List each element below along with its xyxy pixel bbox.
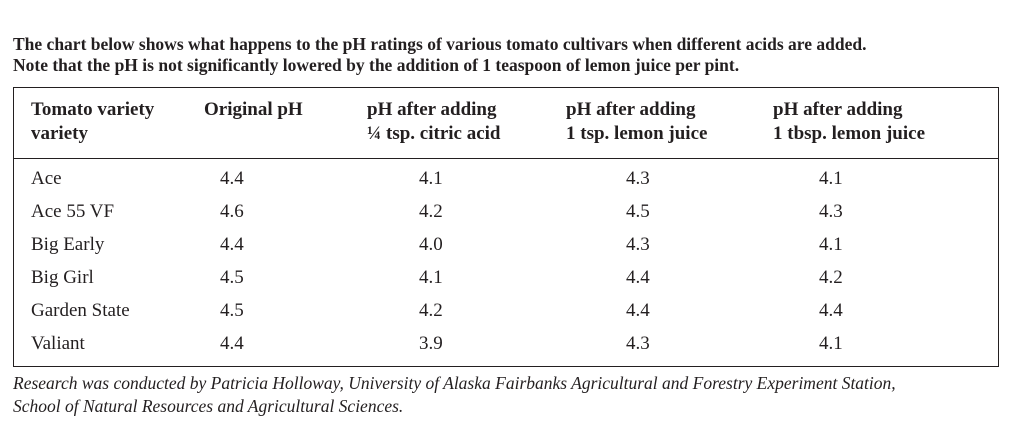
- cell-lemon-tsp: 4.4: [626, 300, 650, 321]
- header-line: pH after adding: [566, 99, 696, 120]
- cell-lemon-tsp: 4.3: [626, 333, 650, 354]
- cell-citric-acid: 4.1: [419, 267, 443, 288]
- cell-variety: Ace 55 VF: [31, 201, 115, 222]
- footnote: Research was conducted by Patricia Hollo…: [13, 372, 1013, 418]
- cell-lemon-tbsp: 4.1: [819, 333, 843, 354]
- footnote-line-1: Research was conducted by Patricia Hollo…: [13, 373, 896, 393]
- cell-lemon-tbsp: 4.1: [819, 168, 843, 189]
- ph-table: Tomato variety variety Original pH pH af…: [13, 87, 999, 367]
- cell-lemon-tbsp: 4.1: [819, 234, 843, 255]
- cell-original-ph: 4.4: [220, 234, 244, 255]
- cell-citric-acid: 4.0: [419, 234, 443, 255]
- footnote-line-2: School of Natural Resources and Agricult…: [13, 396, 404, 416]
- cell-original-ph: 4.4: [220, 333, 244, 354]
- table-row: Big Girl 4.5 4.1 4.4 4.2: [14, 261, 998, 294]
- cell-original-ph: 4.5: [220, 300, 244, 321]
- header-line: 1 tsp. lemon juice: [566, 123, 708, 144]
- cell-original-ph: 4.4: [220, 168, 244, 189]
- cell-citric-acid: 4.2: [419, 300, 443, 321]
- header-original-ph: Original pH: [204, 98, 303, 122]
- cell-citric-acid: 3.9: [419, 333, 443, 354]
- cell-lemon-tsp: 4.3: [626, 168, 650, 189]
- table-row: Ace 4.4 4.1 4.3 4.1: [14, 162, 998, 195]
- cell-lemon-tsp: 4.3: [626, 234, 650, 255]
- header-line: pH after adding: [773, 99, 903, 120]
- header-line: Tomato variety: [31, 99, 155, 120]
- intro-line-2: Note that the pH is not significantly lo…: [13, 55, 740, 75]
- header-line: variety: [31, 123, 88, 144]
- cell-lemon-tbsp: 4.3: [819, 201, 843, 222]
- cell-original-ph: 4.6: [220, 201, 244, 222]
- cell-variety: Ace: [31, 168, 62, 189]
- header-line: Original pH: [204, 99, 303, 120]
- header-lemon-tsp: pH after adding 1 tsp. lemon juice: [566, 98, 707, 146]
- cell-variety: Big Early: [31, 234, 105, 255]
- table-row: Ace 55 VF 4.6 4.2 4.5 4.3: [14, 195, 998, 228]
- header-tomato-variety: Tomato variety variety: [31, 98, 154, 146]
- cell-lemon-tbsp: 4.4: [819, 300, 843, 321]
- header-divider: [14, 158, 998, 159]
- table-row: Big Early 4.4 4.0 4.3 4.1: [14, 228, 998, 261]
- intro-text: The chart below shows what happens to th…: [13, 34, 1013, 76]
- header-citric-acid: pH after adding ¼ tsp. citric acid: [367, 98, 501, 146]
- cell-variety: Garden State: [31, 300, 130, 321]
- header-line: 1 tbsp. lemon juice: [773, 123, 925, 144]
- cell-original-ph: 4.5: [220, 267, 244, 288]
- header-lemon-tbsp: pH after adding 1 tbsp. lemon juice: [773, 98, 925, 146]
- cell-lemon-tbsp: 4.2: [819, 267, 843, 288]
- cell-variety: Valiant: [31, 333, 85, 354]
- cell-lemon-tsp: 4.5: [626, 201, 650, 222]
- table-row: Garden State 4.5 4.2 4.4 4.4: [14, 294, 998, 327]
- intro-line-1: The chart below shows what happens to th…: [13, 34, 867, 54]
- header-line: ¼ tsp. citric acid: [367, 123, 501, 144]
- cell-variety: Big Girl: [31, 267, 94, 288]
- cell-citric-acid: 4.2: [419, 201, 443, 222]
- header-line: pH after adding: [367, 99, 497, 120]
- table-row: Valiant 4.4 3.9 4.3 4.1: [14, 327, 998, 360]
- cell-lemon-tsp: 4.4: [626, 267, 650, 288]
- cell-citric-acid: 4.1: [419, 168, 443, 189]
